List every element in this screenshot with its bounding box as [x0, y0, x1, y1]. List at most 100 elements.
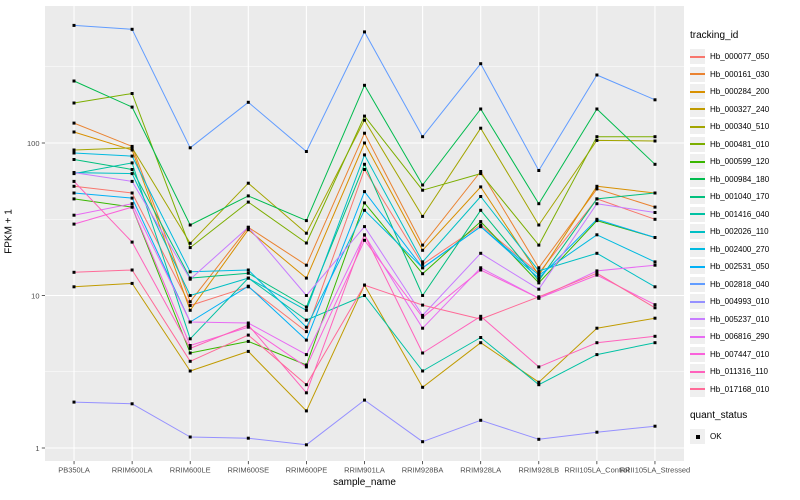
- data-point-Hb_001040_170: [653, 191, 657, 195]
- data-point-Hb_000984_180: [595, 107, 599, 111]
- legend-item-Hb_000340_510: Hb_000340_510: [690, 118, 800, 136]
- data-point-Hb_005237_010: [653, 211, 657, 214]
- data-point-Hb_000284_200: [72, 130, 76, 134]
- legend-line-swatch: [690, 171, 705, 187]
- data-point-Hb_002531_050: [130, 196, 134, 200]
- data-point-Hb_000077_050: [653, 217, 657, 221]
- data-point-Hb_001416_040: [421, 369, 425, 373]
- data-point-Hb_000327_240: [304, 409, 308, 413]
- legend-line-swatch: [690, 329, 705, 345]
- legend-line-swatch: [690, 259, 705, 275]
- line-swatch-icon: [690, 335, 705, 338]
- legend-item-quant-ok: OK: [690, 428, 800, 446]
- line-swatch-icon: [690, 283, 705, 286]
- legend-item-label: Hb_000340_510: [710, 122, 770, 132]
- data-point-Hb_000984_180: [653, 162, 657, 166]
- data-point-Hb_000984_180: [130, 105, 134, 109]
- data-point-Hb_005237_010: [421, 313, 425, 317]
- data-point-Hb_000984_180: [479, 107, 483, 111]
- data-point-Hb_005237_010: [188, 277, 192, 281]
- data-point-Hb_000340_510: [363, 118, 366, 122]
- legend-item-Hb_000984_180: Hb_000984_180: [690, 171, 800, 189]
- data-point-Hb_002531_050: [479, 225, 483, 229]
- data-point-Hb_007447_010: [595, 273, 599, 277]
- data-point-Hb_004993_010: [653, 424, 657, 428]
- data-point-Hb_000284_200: [479, 185, 483, 189]
- data-point-Hb_000599_120: [363, 201, 366, 205]
- legend-item-Hb_000599_120: Hb_000599_120: [690, 153, 800, 171]
- data-point-Hb_002818_040: [246, 100, 250, 104]
- data-point-Hb_011316_110: [421, 351, 425, 355]
- data-point-Hb_017168_010: [595, 271, 599, 275]
- data-point-Hb_000340_510: [421, 214, 425, 218]
- data-point-Hb_007447_010: [72, 222, 76, 226]
- black-square-icon: [695, 434, 700, 439]
- legend-item-label: Hb_000161_030: [710, 69, 770, 79]
- legend-item-label: Hb_002531_050: [710, 262, 770, 272]
- line-swatch-icon: [690, 353, 705, 356]
- data-point-Hb_002818_040: [537, 169, 541, 172]
- data-point-Hb_004993_010: [304, 443, 308, 447]
- legend-item-label: Hb_000599_120: [710, 157, 770, 167]
- data-point-Hb_000077_050: [188, 304, 192, 307]
- legend-line-swatch: [690, 84, 705, 100]
- data-point-Hb_002026_110: [479, 195, 483, 198]
- data-point-Hb_001040_170: [304, 305, 308, 309]
- data-point-Hb_001040_170: [421, 294, 425, 297]
- data-point-Hb_004993_010: [188, 435, 192, 439]
- data-point-Hb_001040_170: [246, 271, 250, 275]
- data-point-Hb_005237_010: [363, 225, 366, 229]
- legend-item-label: Hb_000284_200: [710, 87, 770, 97]
- data-point-Hb_000984_180: [421, 183, 425, 187]
- data-point-Hb_000340_510: [595, 138, 599, 142]
- x-axis-title: sample_name: [333, 477, 396, 488]
- line-swatch-icon: [690, 195, 705, 198]
- data-point-Hb_000340_510: [479, 126, 483, 130]
- data-point-Hb_000327_240: [595, 326, 599, 330]
- legend-item-label: Hb_002400_270: [710, 244, 770, 254]
- legend-item-label: Hb_002818_040: [710, 279, 770, 289]
- data-point-Hb_004993_010: [246, 436, 250, 440]
- legend-item-label: Hb_005237_010: [710, 314, 770, 324]
- x-tick-label: RRIM600LE: [170, 466, 211, 475]
- data-point-Hb_000077_050: [304, 330, 308, 334]
- data-point-Hb_002531_050: [304, 338, 308, 342]
- line-swatch-icon: [690, 265, 705, 268]
- data-point-Hb_006816_290: [479, 266, 483, 270]
- data-point-Hb_000481_010: [246, 200, 250, 204]
- legend-item-Hb_001040_170: Hb_001040_170: [690, 188, 800, 206]
- data-point-Hb_000077_050: [479, 223, 483, 227]
- data-point-Hb_006816_290: [653, 263, 657, 267]
- data-point-Hb_000284_200: [595, 184, 599, 188]
- data-point-Hb_017168_010: [130, 268, 134, 272]
- legend-item-Hb_002400_270: Hb_002400_270: [690, 241, 800, 259]
- y-tick-label: 10: [31, 291, 39, 300]
- data-point-Hb_000481_010: [363, 114, 366, 118]
- legend-item-Hb_000481_010: Hb_000481_010: [690, 136, 800, 154]
- line-swatch-icon: [690, 90, 705, 93]
- data-point-Hb_002026_110: [246, 276, 250, 280]
- legend: tracking_id Hb_000077_050 Hb_000161_030 Hb…: [690, 30, 800, 446]
- legend-line-swatch: [690, 119, 705, 135]
- legend-item-label: Hb_000984_180: [710, 174, 770, 184]
- data-point-Hb_000984_180: [304, 219, 308, 223]
- data-point-Hb_002026_110: [188, 294, 192, 297]
- data-point-Hb_011316_110: [72, 179, 76, 183]
- data-point-Hb_002026_110: [421, 260, 425, 264]
- legend-item-Hb_011316_110: Hb_011316_110: [690, 363, 800, 381]
- data-point-Hb_000161_030: [595, 187, 599, 191]
- data-point-Hb_001040_170: [130, 168, 134, 171]
- data-point-Hb_002026_110: [537, 269, 541, 273]
- data-point-Hb_006816_290: [304, 353, 308, 357]
- data-point-Hb_000077_050: [537, 271, 541, 275]
- legend-line-swatch: [690, 381, 705, 397]
- legend-item-Hb_000327_240: Hb_000327_240: [690, 101, 800, 119]
- data-point-Hb_004993_010: [595, 430, 599, 434]
- data-point-Hb_000340_510: [304, 231, 308, 235]
- data-point-Hb_001416_040: [130, 161, 134, 165]
- data-point-Hb_000481_010: [653, 135, 657, 139]
- data-point-Hb_011316_110: [595, 341, 599, 345]
- data-point-Hb_011316_110: [363, 233, 366, 237]
- legend-line-swatch: [690, 241, 705, 257]
